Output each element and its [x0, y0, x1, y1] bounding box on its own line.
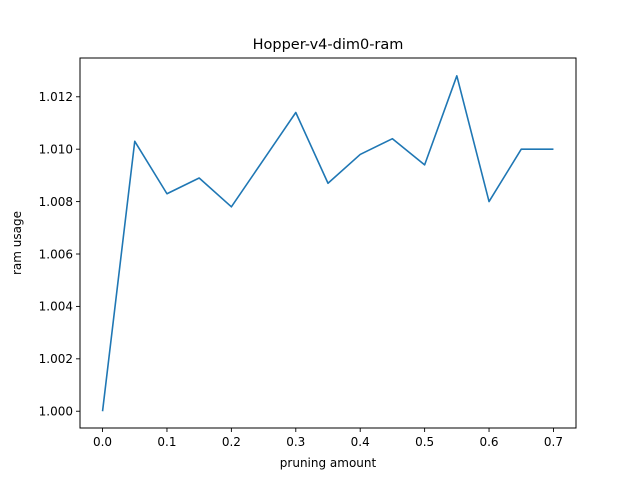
- x-tick-label: 0.4: [351, 435, 370, 449]
- y-tick-label: 1.004: [39, 300, 73, 314]
- x-tick-label: 0.5: [415, 435, 434, 449]
- x-tick-label: 0.1: [157, 435, 176, 449]
- x-axis: 0.0 0.1 0.2 0.3 0.4 0.5 0.6 0.7: [93, 428, 563, 449]
- y-tick-label: 1.008: [39, 195, 73, 209]
- y-axis: 1.000 1.002 1.004 1.006 1.008 1.010 1.012: [39, 90, 80, 419]
- x-tick-label: 0.7: [544, 435, 563, 449]
- x-tick-label: 0.6: [479, 435, 498, 449]
- x-tick-label: 0.0: [93, 435, 112, 449]
- y-tick-label: 1.012: [39, 90, 73, 104]
- y-tick-label: 1.006: [39, 247, 73, 261]
- y-tick-label: 1.000: [39, 405, 73, 419]
- plot-area: [101, 75, 554, 412]
- axes-frame: [79, 57, 577, 429]
- series-line-0: [101, 75, 554, 412]
- x-tick-label: 0.3: [286, 435, 305, 449]
- y-axis-label: ram usage: [10, 211, 24, 275]
- chart-title: Hopper-v4-dim0-ram: [253, 37, 404, 53]
- x-tick-label: 0.2: [222, 435, 241, 449]
- y-tick-label: 1.002: [39, 352, 73, 366]
- x-axis-label: pruning amount: [280, 456, 377, 470]
- y-tick-label: 1.010: [39, 142, 73, 156]
